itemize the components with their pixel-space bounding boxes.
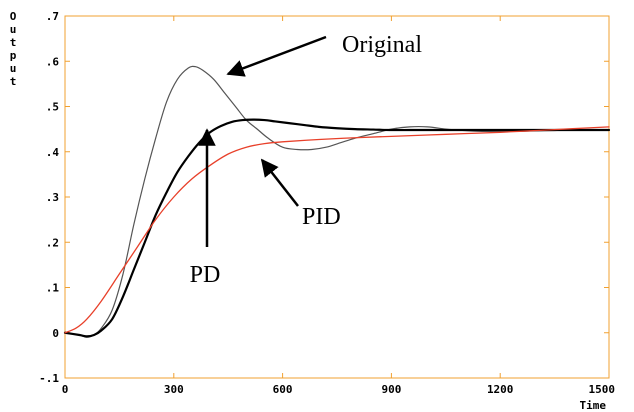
x-tick-label: 1200 bbox=[487, 383, 514, 396]
x-tick-label: 0 bbox=[62, 383, 69, 396]
annotation-label: PID bbox=[302, 204, 341, 230]
y-tick-label: -.1 bbox=[39, 372, 59, 385]
y-tick-label: 0 bbox=[52, 327, 59, 340]
y-tick-label: .7 bbox=[46, 10, 59, 23]
y-tick-label: .1 bbox=[46, 282, 60, 295]
y-axis-title-char: t bbox=[10, 36, 17, 49]
axis-ticks bbox=[64, 15, 610, 379]
y-tick-label: .3 bbox=[46, 191, 59, 204]
x-axis-title: Time bbox=[580, 399, 607, 412]
y-tick-label: .2 bbox=[46, 236, 59, 249]
y-tick-label: .6 bbox=[46, 55, 60, 68]
y-tick-label: .5 bbox=[46, 101, 59, 114]
y-axis-title-char: u bbox=[10, 62, 17, 75]
series-line-pd bbox=[63, 118, 611, 338]
series-line-pid bbox=[64, 126, 610, 334]
y-axis-title-char: t bbox=[10, 75, 17, 88]
y-axis-title-char: p bbox=[10, 49, 17, 62]
x-tick-label: 1500 bbox=[589, 383, 616, 396]
annotation-arrow bbox=[260, 158, 299, 207]
y-axis-title-char: O bbox=[10, 10, 17, 23]
axis-tick-labels: -.10.1.2.3.4.5.6.70 300 600 900 1200 1500 bbox=[39, 10, 615, 396]
x-tick-label: 300 bbox=[164, 383, 184, 396]
annotations: Original PD PID bbox=[190, 32, 423, 288]
x-tick-label: 600 bbox=[273, 383, 293, 396]
annotation-arrow bbox=[226, 35, 327, 77]
plot-frame bbox=[64, 15, 610, 379]
y-axis-title-char: u bbox=[10, 23, 17, 36]
annotation-label: Original bbox=[342, 32, 422, 58]
y-tick-label: .4 bbox=[46, 146, 60, 159]
series-lines bbox=[63, 65, 611, 338]
x-tick-label: 900 bbox=[381, 383, 401, 396]
series-line-original bbox=[64, 65, 610, 338]
annotation-label: PD bbox=[190, 262, 221, 288]
